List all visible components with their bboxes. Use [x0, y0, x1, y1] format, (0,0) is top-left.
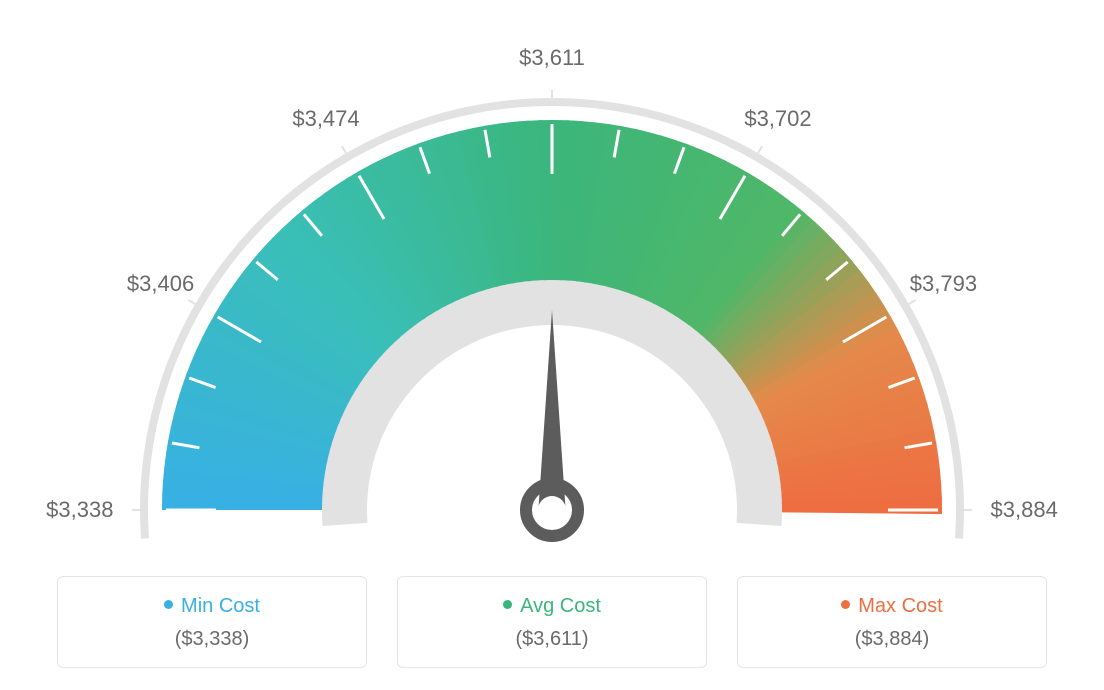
- legend-max-label: Max Cost: [858, 595, 942, 617]
- legend-max-card: Max Cost ($3,884): [737, 576, 1047, 668]
- gauge-tick-label: $3,702: [744, 106, 811, 132]
- gauge-svg: [102, 30, 1002, 570]
- legend-avg-card: Avg Cost ($3,611): [397, 576, 707, 668]
- legend-max-value: ($3,884): [738, 628, 1046, 651]
- gauge-tick-label: $3,611: [519, 45, 585, 71]
- gauge-tick-label: $3,338: [46, 497, 113, 523]
- legend-avg-dot: [503, 600, 512, 609]
- legend-avg-title: Avg Cost: [398, 595, 706, 618]
- gauge-tick-label: $3,406: [127, 271, 194, 297]
- gauge-tick-label: $3,793: [910, 271, 977, 297]
- cost-gauge: $3,338$3,406$3,474$3,611$3,702$3,793$3,8…: [102, 30, 1002, 550]
- legend-min-value: ($3,338): [58, 628, 366, 651]
- legend-min-label: Min Cost: [181, 595, 260, 617]
- legend-max-dot: [841, 600, 850, 609]
- legend-avg-value: ($3,611): [398, 628, 706, 651]
- legend-min-card: Min Cost ($3,338): [57, 576, 367, 668]
- gauge-tick-label: $3,474: [292, 106, 359, 132]
- legend-min-title: Min Cost: [58, 595, 366, 618]
- gauge-tick-label: $3,884: [991, 497, 1058, 523]
- legend-max-title: Max Cost: [738, 595, 1046, 618]
- legend-row: Min Cost ($3,338) Avg Cost ($3,611) Max …: [0, 576, 1104, 668]
- legend-min-dot: [164, 600, 173, 609]
- legend-avg-label: Avg Cost: [520, 595, 601, 617]
